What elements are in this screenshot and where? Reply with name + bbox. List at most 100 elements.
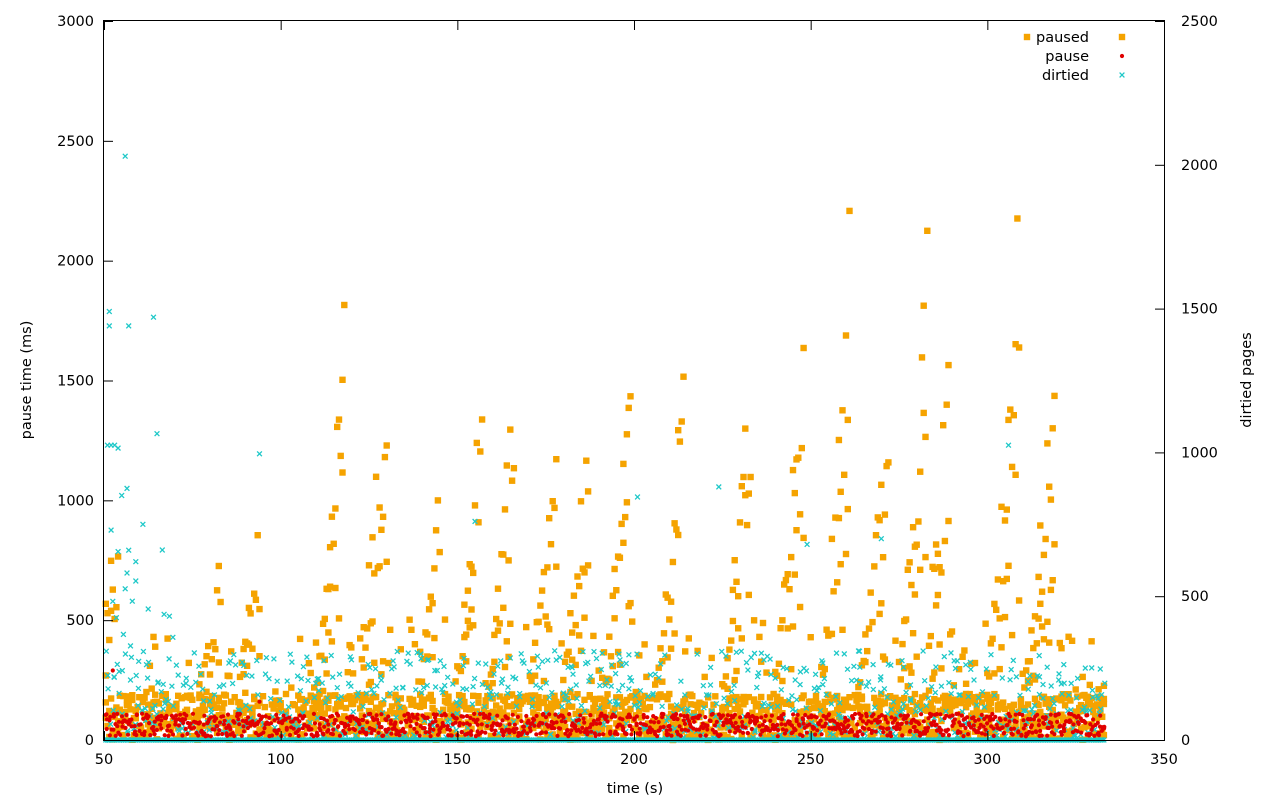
pause-point: [899, 721, 904, 726]
pause-point: [497, 723, 502, 728]
paused-point: [332, 706, 339, 713]
dirtied-point: [793, 696, 800, 703]
pause-point: [656, 720, 661, 725]
paused-point: [494, 585, 502, 592]
paused-point: [611, 565, 618, 573]
dirtied-point: [529, 696, 536, 703]
pause-point: [1088, 722, 1093, 727]
paused-point: [417, 648, 424, 655]
dirtied-point: [965, 693, 972, 700]
paused-point: [251, 590, 258, 597]
pause-point: [1096, 733, 1102, 738]
paused-point: [362, 644, 369, 651]
dirtied-point: [971, 677, 977, 683]
pause-point: [628, 714, 633, 720]
paused-point: [107, 710, 115, 718]
dirtied-point: [225, 718, 232, 725]
paused-point: [788, 701, 795, 708]
paused-point: [348, 644, 355, 651]
paused-point: [501, 663, 509, 671]
paused-point: [1012, 341, 1019, 348]
y2-tick-label: 1000: [1181, 445, 1218, 461]
dirtied-point: [999, 675, 1006, 681]
paused-point: [934, 550, 942, 557]
paused-point: [1047, 715, 1055, 723]
paused-point: [114, 724, 122, 732]
paused-point: [523, 623, 530, 631]
pause-point: [685, 713, 690, 719]
dirtied-point: [1073, 695, 1080, 701]
pause-point: [698, 733, 703, 738]
paused-point: [584, 722, 592, 730]
paused-point: [1095, 701, 1102, 709]
paused-point: [183, 706, 191, 713]
paused-point: [837, 718, 844, 725]
paused-point: [779, 617, 786, 624]
y-axis-label: pause time (ms): [19, 321, 35, 440]
pause-point: [934, 728, 940, 733]
dirtied-point: [249, 673, 255, 679]
paused-point: [334, 423, 341, 431]
pause-point: [929, 712, 934, 717]
pause-point: [167, 723, 172, 728]
dirtied-point: [1055, 677, 1062, 683]
pause-point: [904, 720, 909, 725]
pause-point: [871, 712, 876, 717]
paused-point: [777, 625, 784, 632]
pause-point: [431, 727, 436, 732]
paused-point: [735, 593, 742, 600]
paused-point: [945, 517, 952, 525]
paused-point: [436, 548, 443, 556]
dirtied-point: [1005, 442, 1012, 449]
paused-point: [977, 718, 984, 725]
paused-point: [162, 691, 169, 698]
paused-point: [408, 626, 415, 633]
paused-point: [622, 513, 629, 521]
x-tick-label: 50: [95, 752, 113, 768]
dirtied-point: [139, 707, 145, 714]
dirtied-point: [743, 659, 750, 666]
paused-point: [796, 603, 804, 611]
paused-point: [729, 694, 737, 701]
paused-point: [687, 701, 694, 708]
dirtied-point: [303, 698, 309, 705]
paused-point: [358, 656, 366, 663]
paused-point: [360, 624, 367, 631]
pause-point: [322, 724, 327, 729]
paused-point: [984, 691, 991, 699]
pause-point: [524, 713, 529, 719]
paused-point: [316, 699, 323, 707]
pause-point: [748, 718, 753, 723]
paused-point: [613, 694, 620, 701]
pause-point: [710, 711, 715, 717]
dirtied-point: [412, 686, 419, 693]
paused-point: [240, 709, 247, 717]
paused-point: [429, 697, 436, 705]
paused-point: [1095, 686, 1102, 693]
dirtied-point: [154, 680, 161, 686]
dirtied-point: [1065, 692, 1072, 698]
dirtied-point: [144, 675, 151, 681]
pause-point: [239, 733, 244, 738]
pause-point: [1011, 726, 1017, 731]
dirtied-point: [665, 714, 671, 721]
paused-point: [1007, 406, 1014, 413]
paused-point: [213, 718, 221, 726]
paused-point: [1019, 670, 1026, 677]
paused-point: [1044, 440, 1051, 447]
paused-point: [722, 704, 730, 711]
dirtied-point: [560, 690, 567, 696]
paused-point: [955, 666, 963, 673]
paused-point: [357, 635, 364, 642]
paused-point: [821, 708, 828, 715]
pause-point: [582, 720, 587, 725]
pause-point: [898, 713, 903, 718]
paused-point: [173, 705, 180, 713]
paused-point: [837, 488, 844, 495]
paused-point: [606, 676, 613, 683]
dirtied-point: [707, 682, 714, 688]
legend-label: dirtied: [1042, 68, 1089, 84]
paused-point: [1035, 573, 1042, 581]
dirtied-point: [475, 660, 482, 666]
pause-point: [983, 732, 988, 737]
